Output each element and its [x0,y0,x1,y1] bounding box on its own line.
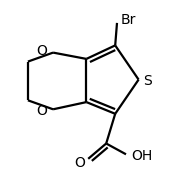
Text: S: S [143,74,152,87]
Text: O: O [36,44,47,58]
Text: O: O [36,104,47,118]
Text: OH: OH [131,149,153,163]
Text: O: O [74,156,85,170]
Text: Br: Br [121,13,136,27]
